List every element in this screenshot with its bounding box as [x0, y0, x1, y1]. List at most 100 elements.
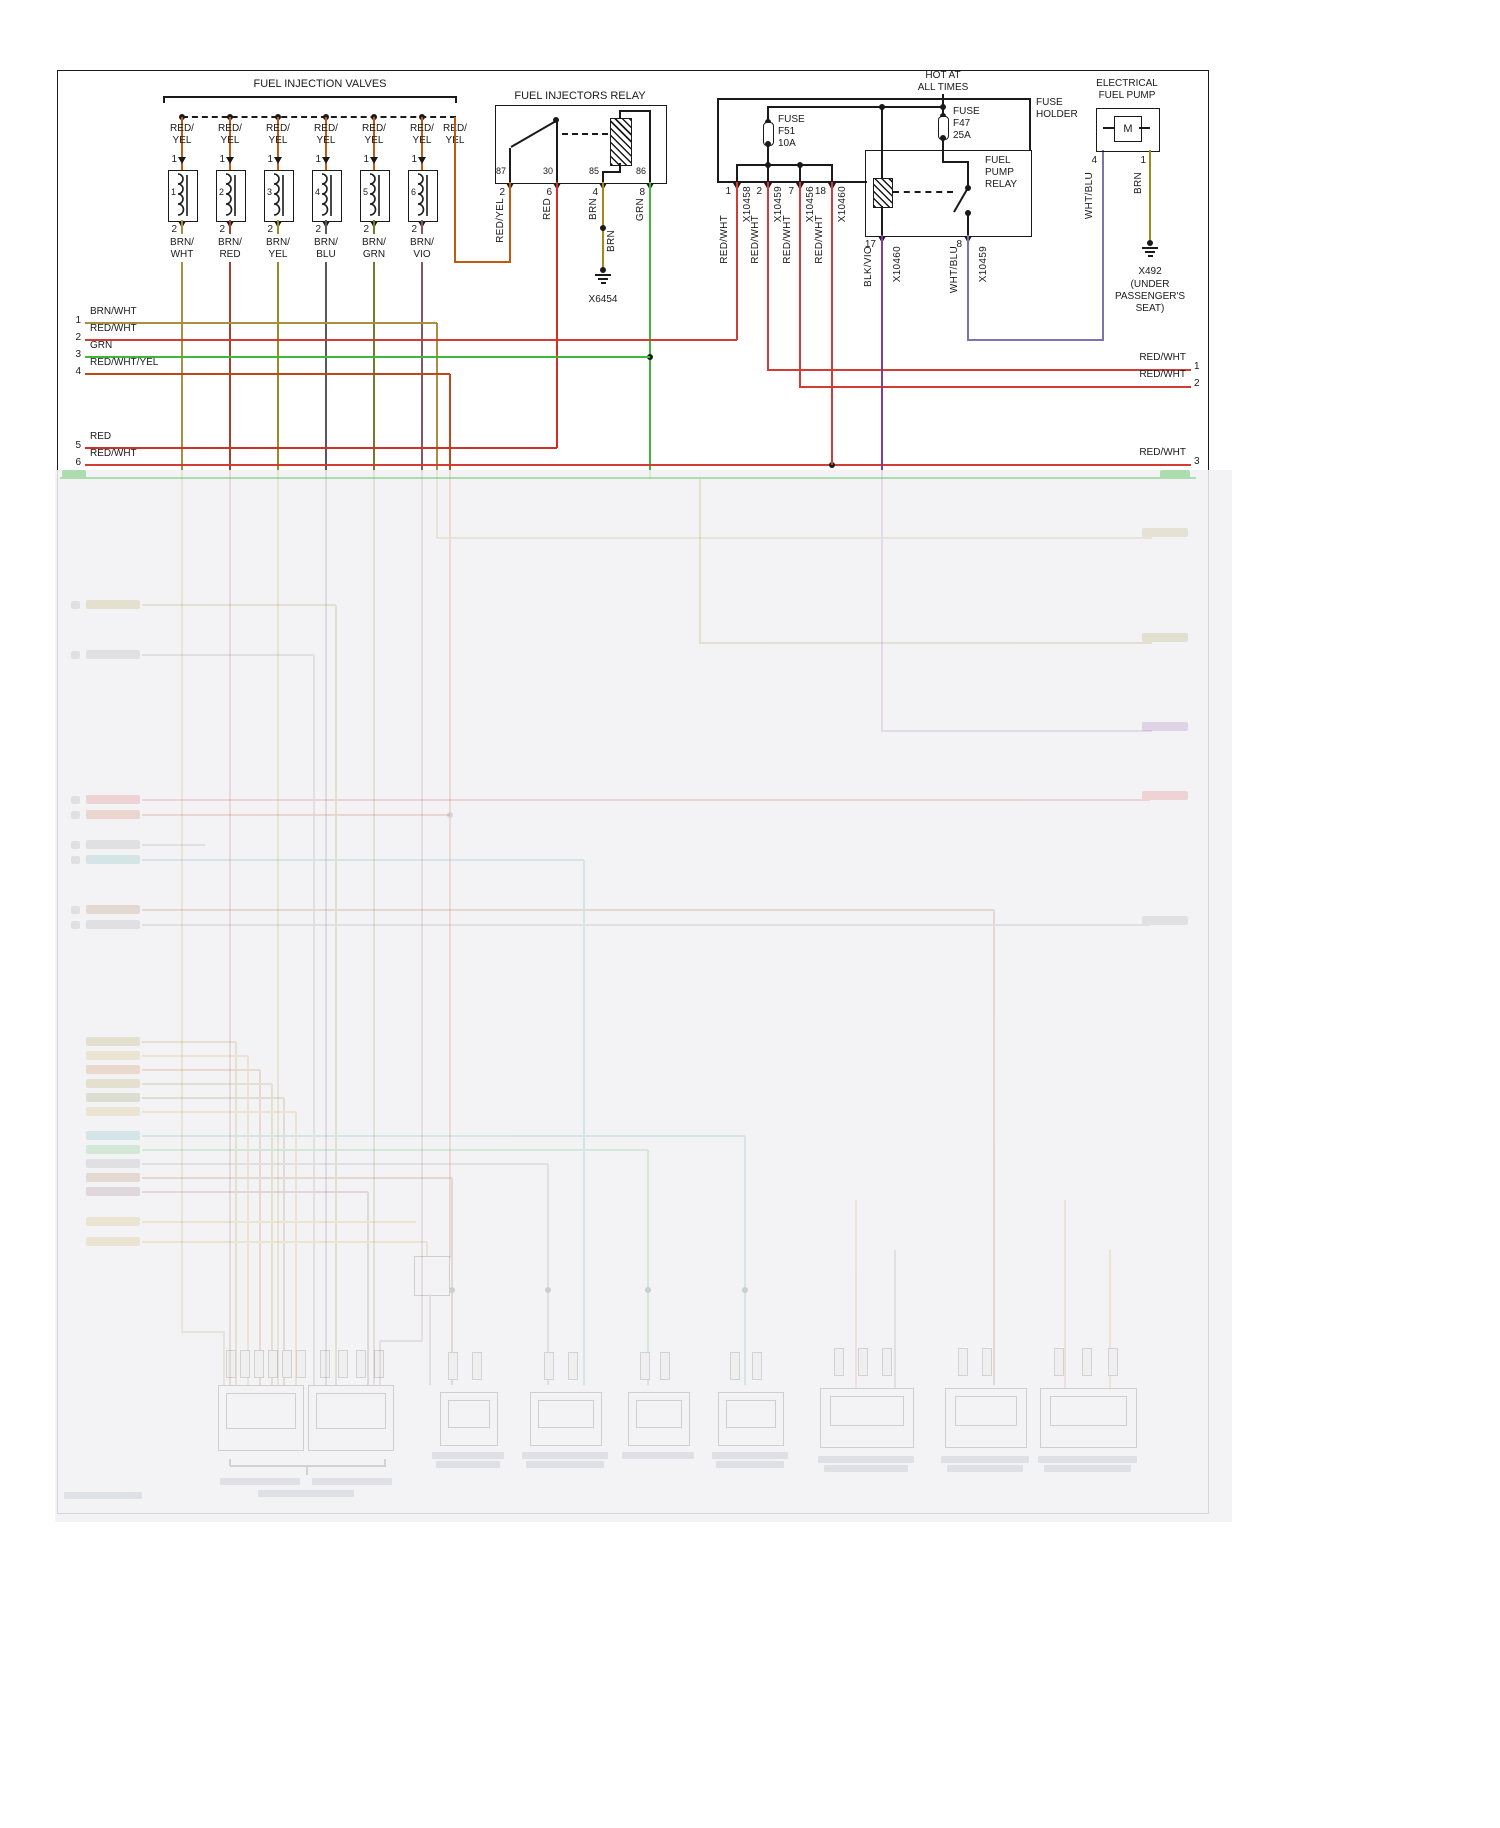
connector-label: X10460: [837, 186, 848, 223]
relay-link-dashed: [893, 191, 953, 193]
wire: [277, 220, 279, 234]
wire-row-r1: [767, 369, 1191, 371]
row-number: 3: [75, 349, 81, 360]
pin-number: 4: [1091, 155, 1097, 166]
wire-brn-pump: [1149, 150, 1151, 242]
wire-redyel: [509, 182, 511, 262]
arrow-icon: [274, 157, 282, 164]
junction-dot: [829, 462, 835, 468]
wire-label-vertical: RED/WHT: [782, 215, 793, 264]
coil-icon: [273, 173, 284, 216]
wire-whtblu: [967, 339, 1104, 341]
wire: [942, 161, 969, 163]
wire-label-vertical: WHT/BLU: [949, 246, 960, 294]
arrow-icon: [226, 157, 234, 164]
injector-number: 3: [267, 187, 273, 197]
wire: [373, 220, 375, 234]
fuel-pump-relay-box: [865, 150, 1032, 237]
relay-wire: [619, 110, 621, 119]
wire-label: RED/ YEL: [362, 123, 386, 146]
ground-dot: [600, 267, 606, 273]
relay-wire: [619, 163, 621, 173]
wire-label: BRN/ RED: [218, 237, 242, 260]
wire-label-vertical: WHT/BLU: [1084, 172, 1095, 220]
wire-label: BRN/ BLU: [314, 237, 338, 260]
arrow-icon: [322, 157, 330, 164]
pin-number: 2: [756, 186, 762, 197]
wire-redyel-feed: [454, 261, 511, 263]
relay-wire: [602, 171, 604, 182]
pin-number: 2: [363, 224, 369, 235]
pin-number: 6: [546, 187, 552, 198]
wire-label-vertical: BRN: [1133, 172, 1144, 195]
fuel-pump-relay-title: FUEL PUMP RELAY: [985, 155, 1018, 190]
wire-label: RED/WHT: [90, 448, 137, 459]
wire-label-vertical: BRN: [606, 230, 617, 253]
injector-number: 2: [219, 187, 225, 197]
injector-number: 1: [171, 187, 177, 197]
relay-coil-symbol: [610, 118, 632, 166]
ground-note: (UNDER PASSENGER'S SEAT): [1114, 279, 1186, 314]
ground-dot: [1147, 240, 1153, 246]
coil-icon: [177, 173, 188, 216]
wire-injector1-feed: [181, 117, 183, 170]
pin-number: 8: [639, 187, 645, 198]
wire-label-vertical: BLK/VIO: [863, 246, 874, 288]
wire-label: BRN/ WHT: [170, 237, 194, 260]
wire-label-vertical: RED/WHT: [719, 215, 730, 264]
fuse-f47-label: FUSE F47 25A: [953, 106, 980, 141]
injectors-relay-box: [495, 105, 667, 184]
pin-number: 2: [267, 224, 273, 235]
pin-number: 1: [267, 154, 273, 165]
fusebox-border: [1029, 98, 1031, 151]
injection-valves-title: FUEL INJECTION VALVES: [253, 78, 387, 90]
relay-pin: 86: [635, 166, 646, 176]
row-number: 6: [75, 457, 81, 468]
wire-label: RED/WHT/YEL: [90, 357, 159, 368]
relay-wire: [620, 110, 650, 112]
wire-redyel-feed: [454, 117, 456, 262]
wire-label: RED/WHT: [1139, 447, 1186, 458]
pin-number: 1: [219, 154, 225, 165]
wire-row3: [85, 356, 650, 358]
wire-red: [556, 182, 558, 448]
wire-label-vertical: RED/WHT: [814, 215, 825, 264]
hot-at-all-times-label: HOT AT ALL TIMES: [917, 70, 969, 93]
wire: [736, 165, 738, 182]
wire-row4: [85, 373, 450, 375]
row-number: 1: [1194, 361, 1200, 372]
pin-number: 2: [171, 224, 177, 235]
relay-pin: 87: [495, 166, 506, 176]
wire: [799, 165, 801, 182]
connector-label: X10459: [978, 246, 989, 283]
wire-label: RED/ YEL: [314, 123, 338, 146]
pin-number: 17: [864, 239, 876, 250]
electrical-fuel-pump-title: ELECTRICAL FUEL PUMP: [1096, 78, 1158, 101]
relay-link-dashed: [562, 133, 608, 135]
relay-wire: [602, 171, 621, 173]
wire-fuse-bus: [736, 164, 833, 166]
pin-number: 18: [814, 186, 826, 197]
pin-number: 2: [219, 224, 225, 235]
pin-number: 4: [592, 187, 598, 198]
pin-number: 1: [171, 154, 177, 165]
fusebox-border: [717, 98, 719, 183]
wire: [967, 161, 969, 188]
ground-icon: [595, 274, 611, 284]
wire-row-r2: [799, 386, 1191, 388]
junction-dot: [600, 225, 606, 231]
row-number: 4: [75, 366, 81, 377]
wire-branch: [767, 106, 944, 108]
relay-wire: [967, 213, 969, 235]
arrow-icon: [418, 157, 426, 164]
injector-number: 5: [363, 187, 369, 197]
ground-label: X6454: [588, 294, 618, 305]
wire-redwht-7: [799, 182, 801, 387]
coil-icon: [369, 173, 380, 216]
pin-number: 2: [411, 224, 417, 235]
wire-redwht-1: [736, 182, 738, 340]
wire-row1: [85, 322, 437, 324]
row-number: 2: [75, 332, 81, 343]
ground-label: X492: [1138, 266, 1162, 277]
